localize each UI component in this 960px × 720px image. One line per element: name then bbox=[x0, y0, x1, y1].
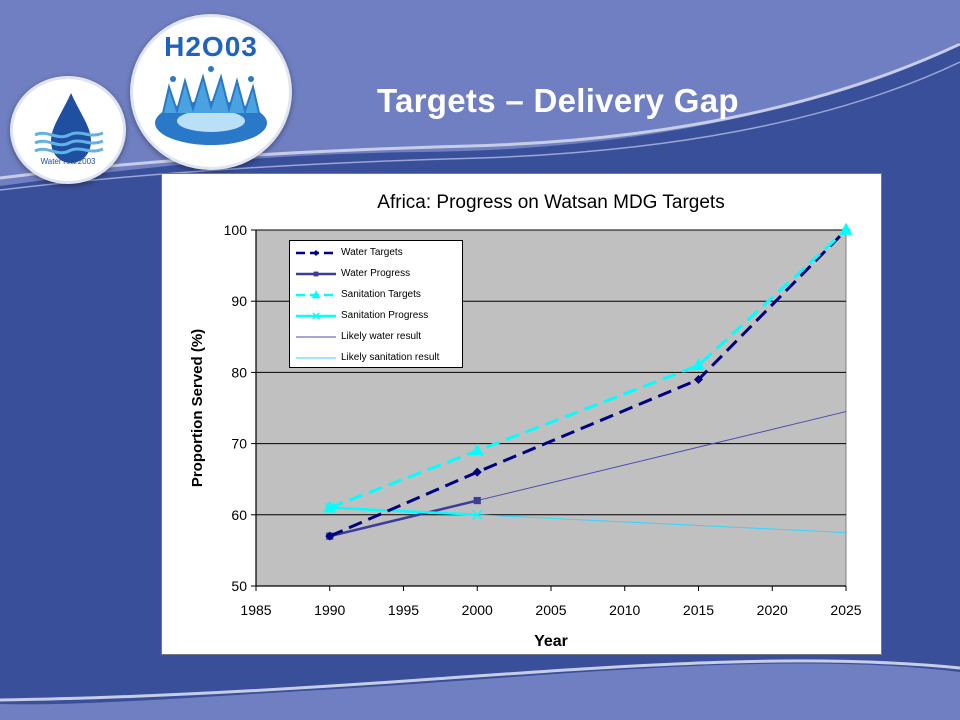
x-tick-label: 2005 bbox=[535, 602, 566, 618]
legend-label: Sanitation Progress bbox=[341, 310, 429, 321]
data-point-water-progress bbox=[473, 496, 481, 505]
y-tick-label: 50 bbox=[231, 578, 247, 594]
legend-swatch bbox=[296, 357, 336, 358]
data-point-sanitation-targets bbox=[691, 358, 706, 371]
series-line-sanitation-progress bbox=[329, 506, 478, 517]
legend-swatch bbox=[296, 311, 336, 320]
h2o3-logo: H2O03 bbox=[130, 14, 292, 170]
legend-item-sanitation-targets: Sanitation Targets bbox=[290, 284, 462, 305]
chart-panel: 50 60 70 80 90 100 1985 1990 1995 2000 2005 2010 201… bbox=[161, 173, 882, 655]
series-line-sanitation-targets bbox=[329, 228, 848, 510]
slide-title: Targets – Delivery Gap bbox=[377, 82, 739, 119]
data-point-sanitation-progress-stroke bbox=[472, 509, 483, 520]
legend-swatch bbox=[296, 271, 336, 276]
y-tick-label: 60 bbox=[231, 507, 247, 523]
legend-swatch-marker-stroke bbox=[312, 311, 320, 320]
legend-swatch bbox=[296, 336, 336, 337]
x-tick-label: 2010 bbox=[609, 602, 640, 618]
x-tick-label: 2020 bbox=[757, 602, 788, 618]
data-point-water-targets bbox=[472, 467, 482, 477]
line-chart: 50 60 70 80 90 100 1985 1990 1995 2000 2005 2010 201… bbox=[189, 192, 862, 650]
x-tick-label: 1990 bbox=[314, 602, 345, 618]
legend-swatch-marker bbox=[312, 311, 320, 320]
legend-swatch bbox=[296, 289, 336, 298]
y-tick-label: 100 bbox=[224, 222, 248, 238]
x-tick-label: 2000 bbox=[462, 602, 493, 618]
y-tick-label: 90 bbox=[231, 293, 247, 309]
y-axis-label: Proportion Served (%) bbox=[189, 329, 206, 487]
legend-label: Water Progress bbox=[341, 268, 411, 279]
legend-item-water-progress: Water Progress bbox=[290, 263, 462, 284]
series-likely-water-result bbox=[477, 411, 847, 502]
legend-swatch-marker bbox=[313, 271, 319, 276]
legend-label: Sanitation Targets bbox=[341, 289, 421, 300]
data-point-sanitation-targets bbox=[839, 222, 853, 235]
series-line-water-targets bbox=[329, 228, 848, 538]
water-year-logo-text: WaterYear2003 bbox=[40, 157, 96, 166]
data-point-sanitation-targets bbox=[323, 500, 337, 513]
series-sanitation-targets bbox=[323, 222, 853, 513]
legend-label: Likely water result bbox=[341, 331, 422, 342]
x-tick-label: 1995 bbox=[388, 602, 419, 618]
chart-title: Africa: Progress on Watsan MDG Targets bbox=[377, 192, 724, 213]
legend-item-water-targets: Water Targets bbox=[290, 242, 462, 263]
series-line-water-progress bbox=[329, 499, 478, 538]
h2o3-logo-text: H2O03 bbox=[164, 31, 258, 62]
legend-label: Likely sanitation result bbox=[341, 352, 440, 363]
series-line-likely-sanitation-result bbox=[477, 514, 847, 534]
series-line-likely-water-result bbox=[477, 411, 847, 502]
y-tick-label: 80 bbox=[231, 364, 247, 380]
x-tick-label: 2025 bbox=[830, 602, 861, 618]
legend-swatch-marker bbox=[313, 249, 319, 256]
legend-swatch bbox=[296, 249, 336, 256]
data-point-water-targets bbox=[694, 375, 703, 385]
legend-item-likely-sanitation-result: Likely sanitation result bbox=[290, 347, 462, 368]
water-splash-icon bbox=[155, 66, 267, 145]
y-tick-label: 70 bbox=[231, 436, 247, 452]
x-tick-label: 1985 bbox=[240, 602, 271, 618]
x-tick-label: 2015 bbox=[683, 602, 714, 618]
bottom-light-stripe bbox=[0, 659, 960, 702]
data-point-sanitation-targets bbox=[470, 443, 484, 456]
legend-item-sanitation-progress: Sanitation Progress bbox=[290, 305, 462, 326]
bottom-band-wave bbox=[0, 663, 960, 720]
chart-legend: Water Targets Water Progress Sanitation Ta… bbox=[289, 240, 463, 368]
water-year-logo: WaterYear2003 bbox=[10, 76, 126, 184]
legend-swatch-marker bbox=[311, 289, 321, 298]
legend-item-likely-water-result: Likely water result bbox=[290, 326, 462, 347]
top-light-stripe bbox=[0, 42, 960, 180]
data-point-water-targets bbox=[325, 531, 335, 541]
data-point-sanitation-progress bbox=[472, 509, 483, 520]
water-drop-icon bbox=[34, 93, 104, 163]
series-likely-sanitation-result bbox=[477, 514, 847, 534]
legend-label: Water Targets bbox=[341, 247, 403, 258]
x-axis-label: Year bbox=[534, 633, 568, 650]
